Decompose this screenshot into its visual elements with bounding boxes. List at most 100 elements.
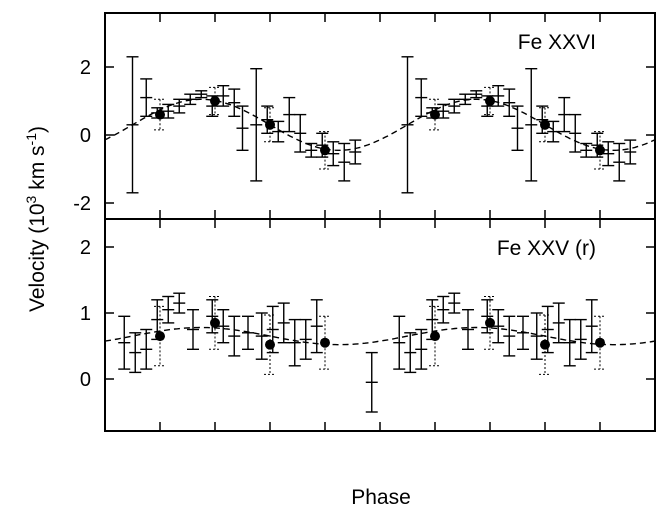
filled-circle-marker (485, 317, 495, 328)
data-point (206, 299, 219, 334)
binned-point (264, 314, 276, 375)
model-curve (105, 326, 655, 346)
filled-circle-marker (210, 96, 220, 106)
data-point (288, 318, 301, 367)
binned-point (319, 315, 331, 370)
data-point (624, 139, 637, 165)
data-point (236, 105, 249, 152)
filled-circle-marker (430, 331, 440, 342)
data-point (558, 96, 571, 133)
y-axis-label: Velocity (103 km s-1) (23, 126, 49, 312)
binned-point (429, 98, 441, 131)
data-point (492, 309, 505, 344)
plot-area (105, 56, 655, 194)
y-tick-label: 0 (80, 369, 91, 391)
data-point (327, 141, 340, 167)
filled-circle-marker (485, 96, 495, 106)
data-point (563, 318, 576, 367)
panel-fe-xxv: 0 1 2 Fe XXV (r) (80, 218, 656, 432)
filled-circle-marker (430, 109, 440, 120)
data-point (228, 315, 241, 357)
data-point (162, 103, 175, 119)
data-point (255, 312, 268, 360)
data-point (184, 93, 197, 106)
data-point (305, 142, 318, 158)
data-point (503, 88, 516, 118)
filled-circle-marker (155, 331, 165, 342)
binned-point (594, 131, 606, 170)
data-point (415, 78, 428, 118)
data-point (481, 95, 494, 118)
binned-point (319, 131, 331, 170)
data-point (574, 318, 587, 360)
panel-fe-xxvi: -2 0 2 Fe XXVI (73, 12, 656, 220)
data-point (365, 351, 378, 413)
data-point (448, 292, 461, 314)
filled-circle-marker (265, 339, 275, 350)
binned-point (484, 86, 496, 116)
y-tick-label: -2 (73, 193, 91, 215)
data-point (437, 295, 450, 324)
filled-circle-marker (540, 339, 550, 350)
data-point (118, 315, 131, 370)
binned-point (209, 86, 221, 116)
filled-circle-marker (155, 109, 165, 120)
data-point (294, 113, 307, 153)
data-point (228, 88, 241, 118)
data-point (552, 302, 565, 344)
data-point (481, 299, 494, 334)
data-point (195, 90, 208, 99)
y-tick-label: 0 (80, 125, 91, 147)
filled-circle-marker (320, 145, 330, 156)
data-point (277, 302, 290, 344)
binned-point (539, 107, 551, 143)
data-point (448, 98, 461, 114)
data-point (569, 113, 582, 153)
filled-circle-marker (595, 337, 605, 348)
filled-circle-marker (265, 119, 275, 130)
data-point (129, 332, 142, 374)
binned-point (539, 314, 551, 375)
plot-area (105, 292, 655, 413)
y-tick-label: 1 (80, 303, 91, 325)
data-point (140, 78, 153, 118)
model-curve (105, 98, 655, 151)
panel-label: Fe XXVI (518, 31, 596, 54)
data-point (401, 56, 414, 194)
filled-circle-marker (210, 317, 220, 328)
filled-circle-marker (595, 145, 605, 156)
data-point (162, 295, 175, 324)
data-point (503, 315, 516, 357)
data-point (530, 312, 543, 360)
y-tick-label: 2 (80, 57, 91, 79)
binned-point (594, 315, 606, 370)
data-point (250, 67, 263, 182)
binned-point (154, 305, 166, 367)
data-point (272, 120, 285, 143)
data-point (511, 105, 524, 152)
filled-circle-marker (540, 119, 550, 130)
data-point (415, 328, 428, 370)
data-point (404, 332, 417, 374)
y-tick-label: 2 (80, 237, 91, 259)
data-point (173, 98, 186, 114)
binned-point (209, 296, 221, 350)
data-point (349, 139, 362, 165)
binned-point (429, 305, 441, 367)
data-point (338, 142, 351, 182)
data-point (525, 67, 538, 182)
data-point (283, 96, 296, 133)
data-point (242, 315, 254, 350)
data-point (470, 90, 483, 99)
data-point (299, 318, 312, 360)
data-point (462, 309, 474, 350)
data-point (613, 142, 626, 182)
filled-circle-marker (320, 337, 330, 348)
data-point (602, 141, 615, 167)
binned-point (264, 107, 276, 143)
binned-point (484, 296, 496, 350)
data-point (437, 103, 450, 119)
data-point (517, 315, 529, 350)
data-point (173, 292, 186, 314)
